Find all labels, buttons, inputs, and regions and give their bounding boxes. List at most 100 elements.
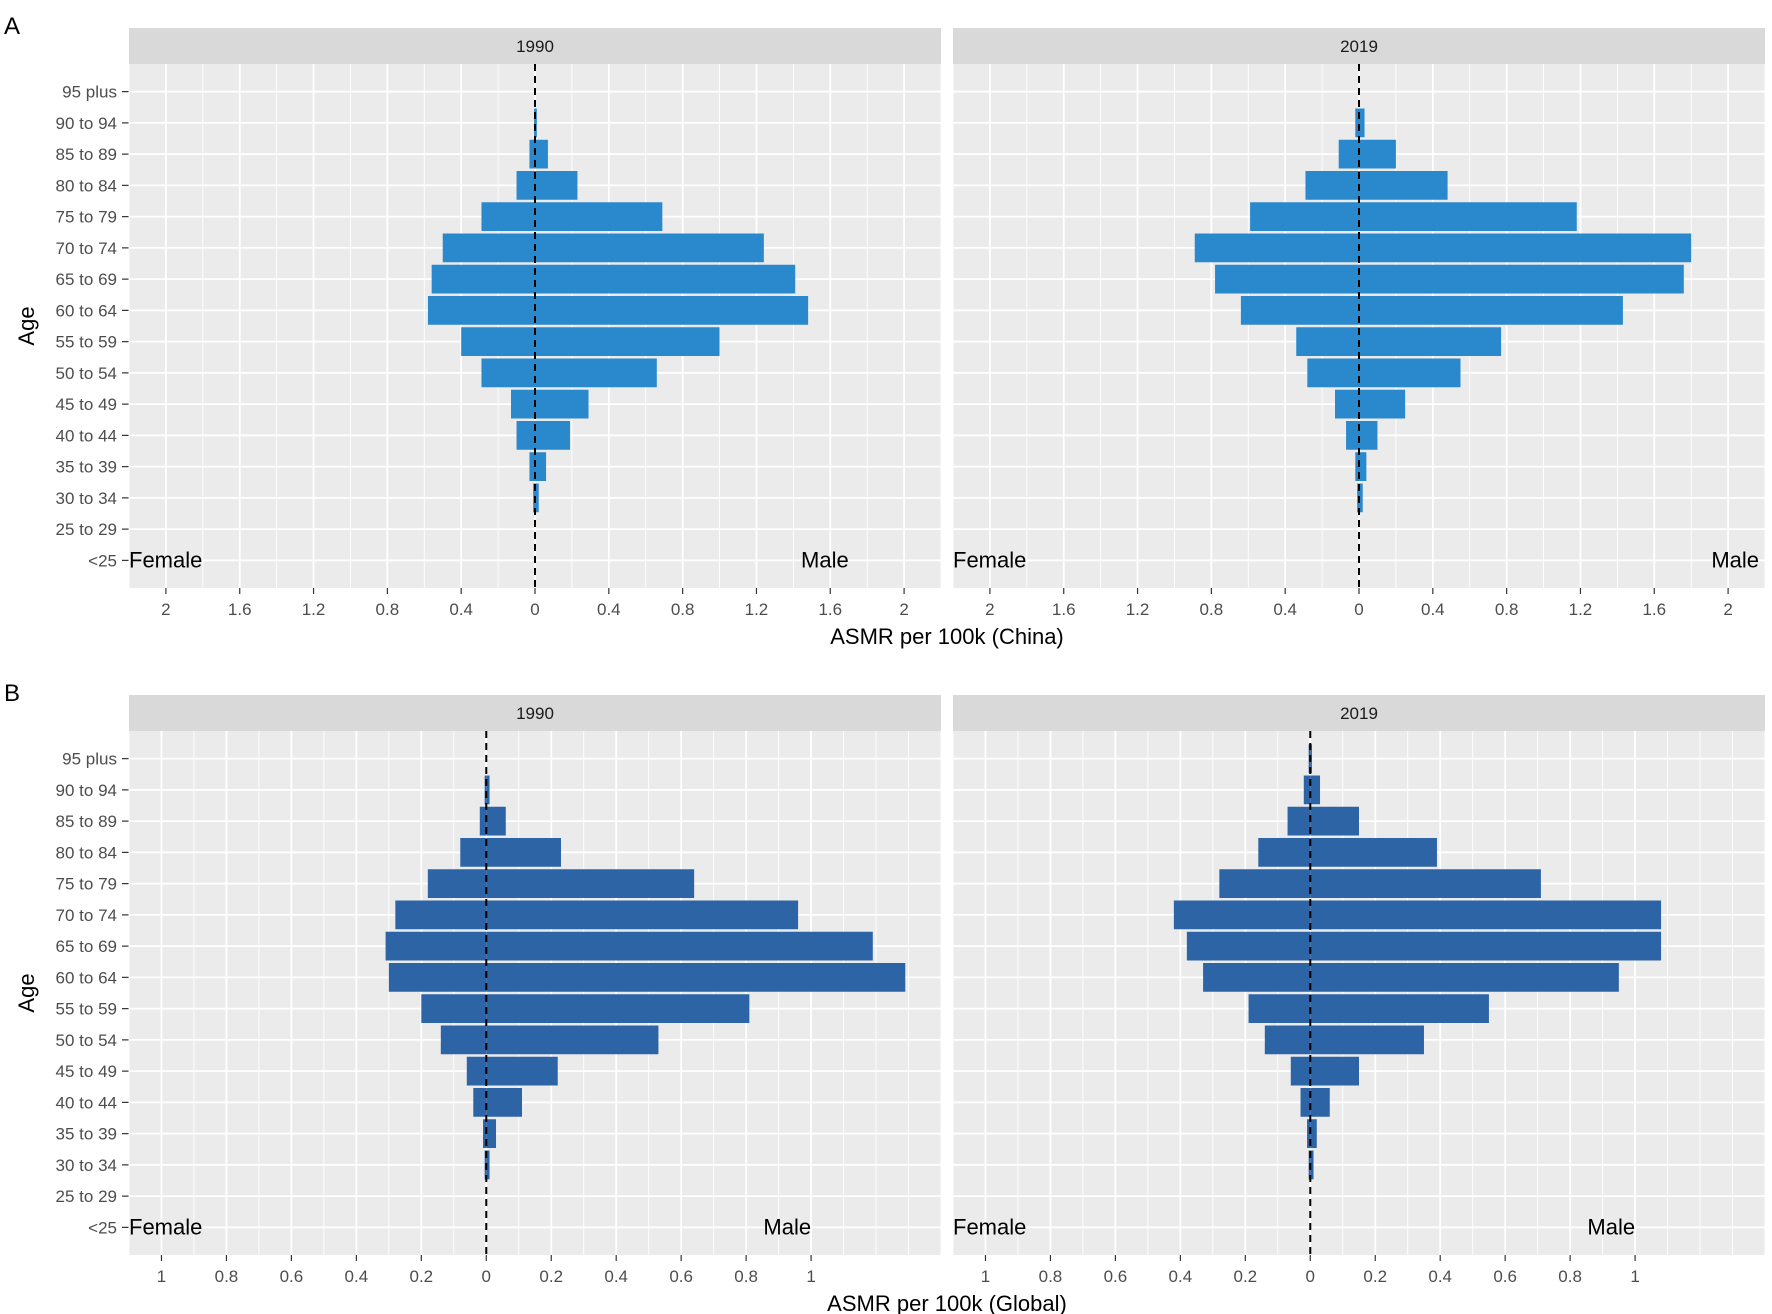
bar-female[interactable] (395, 900, 487, 930)
bar-male[interactable] (535, 171, 578, 200)
bar-male[interactable] (1359, 264, 1684, 294)
bar-female[interactable] (421, 994, 487, 1023)
bar-female[interactable] (479, 806, 487, 836)
bar-female[interactable] (483, 1119, 487, 1148)
bar-male[interactable] (486, 1025, 659, 1055)
bar-male[interactable] (486, 775, 490, 805)
bar-female[interactable] (1250, 202, 1359, 231)
bar-male[interactable] (1310, 806, 1359, 836)
bar-male[interactable] (1310, 1150, 1314, 1180)
bar-female[interactable] (516, 171, 535, 200)
bar-male[interactable] (535, 358, 657, 388)
bar-female[interactable] (516, 421, 535, 450)
bar-female[interactable] (427, 869, 487, 898)
bar-male[interactable] (535, 202, 663, 231)
bar-male[interactable] (1359, 108, 1365, 138)
bar-female[interactable] (1296, 327, 1359, 356)
bar-male[interactable] (1310, 900, 1662, 930)
bar-female[interactable] (534, 108, 535, 138)
bar-female[interactable] (431, 264, 535, 294)
bar-male[interactable] (535, 421, 571, 450)
bar-female[interactable] (1219, 869, 1311, 898)
bar-male[interactable] (486, 838, 561, 867)
bar-male[interactable] (535, 139, 548, 169)
bar-male[interactable] (486, 1119, 497, 1148)
bar-male[interactable] (1359, 233, 1692, 263)
bar-female[interactable] (1258, 838, 1311, 867)
bar-male[interactable] (535, 264, 796, 294)
bar-male[interactable] (1359, 483, 1363, 513)
bar-female[interactable] (1305, 171, 1359, 200)
bar-female[interactable] (1290, 1056, 1311, 1086)
bar-male[interactable] (1359, 139, 1396, 169)
bar-male[interactable] (486, 963, 906, 992)
bar-male[interactable] (486, 1088, 523, 1117)
bar-female[interactable] (473, 1088, 487, 1117)
bar-female[interactable] (1203, 963, 1311, 992)
bar-male[interactable] (1310, 1025, 1424, 1055)
bar-female[interactable] (1300, 1088, 1311, 1117)
bar-male[interactable] (1310, 1056, 1359, 1086)
bar-female[interactable] (484, 775, 487, 805)
bar-female[interactable] (529, 452, 535, 481)
bar-female[interactable] (481, 358, 535, 388)
bar-female[interactable] (1186, 931, 1311, 961)
bar-male[interactable] (1359, 358, 1461, 388)
bar-female[interactable] (1215, 264, 1359, 294)
bar-male[interactable] (1359, 202, 1577, 231)
bar-male[interactable] (1359, 171, 1448, 200)
bar-male[interactable] (535, 108, 537, 138)
bar-female[interactable] (1173, 900, 1311, 930)
bar-male[interactable] (486, 806, 506, 836)
bar-male[interactable] (1310, 775, 1321, 805)
bar-female[interactable] (1264, 1025, 1311, 1055)
bar-female[interactable] (440, 1025, 487, 1055)
bar-female[interactable] (1355, 108, 1359, 138)
bar-female[interactable] (1194, 233, 1359, 263)
bar-male[interactable] (535, 327, 720, 356)
bar-male[interactable] (486, 869, 695, 898)
bar-male[interactable] (535, 483, 539, 513)
bar-male[interactable] (535, 452, 547, 481)
bar-male[interactable] (486, 1056, 558, 1086)
bar-male[interactable] (1310, 838, 1437, 867)
bar-male[interactable] (535, 389, 589, 419)
bar-male[interactable] (486, 931, 873, 961)
bar-female[interactable] (511, 389, 535, 419)
bar-female[interactable] (466, 1056, 487, 1086)
bar-female[interactable] (481, 202, 535, 231)
bar-female[interactable] (1307, 358, 1359, 388)
bar-male[interactable] (1359, 421, 1378, 450)
bar-male[interactable] (535, 233, 764, 263)
bar-female[interactable] (1240, 296, 1359, 325)
bar-male[interactable] (486, 1150, 490, 1180)
bar-female[interactable] (1303, 775, 1311, 805)
bar-male[interactable] (1359, 327, 1502, 356)
bar-male[interactable] (1310, 931, 1662, 961)
bar-male[interactable] (1310, 869, 1541, 898)
bar-female[interactable] (1335, 389, 1359, 419)
bar-male[interactable] (535, 296, 809, 325)
bar-female[interactable] (442, 233, 535, 263)
bar-female[interactable] (385, 931, 487, 961)
bar-female[interactable] (460, 838, 487, 867)
bar-male[interactable] (1310, 963, 1619, 992)
bar-female[interactable] (427, 296, 535, 325)
bar-male[interactable] (486, 900, 799, 930)
bar-female[interactable] (1307, 1119, 1311, 1148)
bar-male[interactable] (1310, 1088, 1330, 1117)
bar-female[interactable] (1346, 421, 1359, 450)
bar-male[interactable] (1359, 389, 1406, 419)
bar-female[interactable] (1248, 994, 1311, 1023)
bar-male[interactable] (1359, 296, 1623, 325)
bar-female[interactable] (1338, 139, 1359, 169)
bar-male[interactable] (1310, 994, 1489, 1023)
bar-male[interactable] (1310, 1119, 1317, 1148)
bar-female[interactable] (1287, 806, 1311, 836)
bar-female[interactable] (388, 963, 487, 992)
bar-female[interactable] (1355, 452, 1359, 481)
bar-male[interactable] (1359, 452, 1367, 481)
bar-male[interactable] (486, 994, 750, 1023)
bar-female[interactable] (461, 327, 535, 356)
bar-female[interactable] (529, 139, 535, 169)
